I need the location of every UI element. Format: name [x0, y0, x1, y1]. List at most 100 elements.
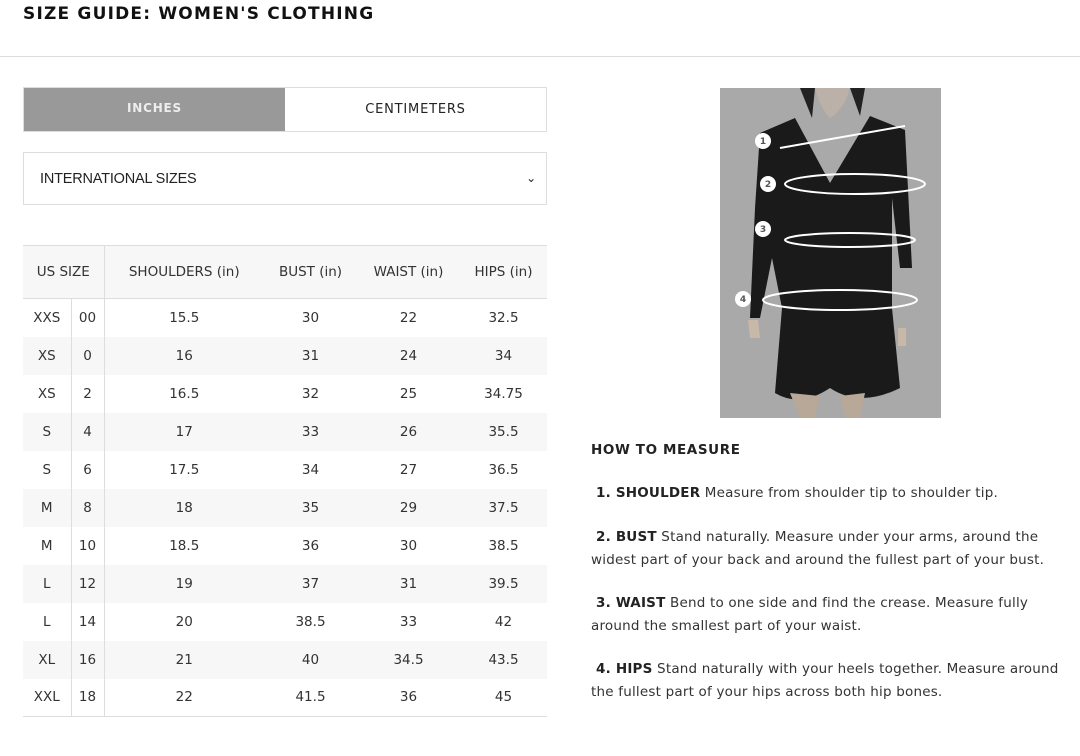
- cell-hips: 38.5: [488, 537, 519, 554]
- cell-shoulders: 18.5: [169, 537, 200, 554]
- cell-size-label: S: [23, 450, 72, 489]
- cell-bust: 31: [264, 336, 357, 375]
- cell-shoulders: 15.5: [169, 309, 200, 326]
- cell-bust: 38.5: [295, 613, 326, 630]
- cell-shoulders: 22: [104, 678, 264, 717]
- cell-shoulders: 17: [104, 412, 264, 451]
- cell-size-label: M: [23, 526, 72, 565]
- step-label: 1. SHOULDER: [596, 485, 701, 501]
- cell-hips: 43.5: [460, 640, 547, 679]
- cell-waist: 27: [399, 461, 418, 478]
- cell-bust: 32: [301, 385, 320, 402]
- cell-size-label: M: [23, 488, 72, 527]
- header-shoulders: SHOULDERS (in): [104, 245, 264, 299]
- header-us-size: US SIZE: [23, 245, 105, 299]
- cell-waist: 26: [357, 412, 460, 451]
- size-system-value: INTERNATIONAL SIZES: [40, 170, 197, 187]
- cell-hips: 34.75: [484, 385, 523, 402]
- cell-waist: 30: [399, 537, 418, 554]
- table-row: L 12 19 37 31 39.5: [23, 564, 547, 603]
- cell-us-size: 14: [71, 602, 105, 641]
- marker-2: 2: [765, 180, 771, 190]
- cell-waist: 36: [357, 678, 460, 717]
- cell-hips: 42: [494, 613, 513, 630]
- table-row: XS 2 16.5 32 25 34.75: [23, 374, 547, 413]
- unit-tabs: INCHES CENTIMETERS: [23, 87, 547, 132]
- step-text: Stand naturally. Measure under your arms…: [591, 529, 1045, 568]
- step-text: Measure from shoulder tip to shoulder ti…: [700, 485, 998, 501]
- cell-size-label: XL: [23, 640, 72, 679]
- cell-hips: 35.5: [460, 412, 547, 451]
- marker-4: 4: [740, 295, 746, 305]
- chevron-down-icon: ⌄: [526, 171, 536, 185]
- table-header-row: US SIZE SHOULDERS (in) BUST (in) WAIST (…: [23, 245, 547, 299]
- cell-bust: 36: [301, 537, 320, 554]
- header-bust: BUST (in): [264, 245, 357, 299]
- cell-shoulders: 21: [104, 640, 264, 679]
- cell-us-size: 8: [71, 488, 105, 527]
- cell-size-label: L: [23, 564, 72, 603]
- size-system-select[interactable]: INTERNATIONAL SIZES ⌄: [23, 152, 547, 205]
- measurement-photo: 1 2 3 4: [720, 88, 941, 418]
- size-table: US SIZE SHOULDERS (in) BUST (in) WAIST (…: [23, 245, 547, 717]
- cell-bust: 37: [264, 564, 357, 603]
- cell-size-label: S: [23, 412, 72, 451]
- step-bust: 2. BUST Stand naturally. Measure under y…: [591, 526, 1071, 572]
- cell-size-label: L: [23, 602, 72, 641]
- cell-hips: 39.5: [460, 564, 547, 603]
- cell-size-label: XS: [23, 336, 72, 375]
- cell-size-label: XS: [23, 374, 72, 413]
- step-label: 2. BUST: [596, 529, 657, 545]
- cell-bust: 35: [264, 488, 357, 527]
- table-row: S 6 17.5 34 27 36.5: [23, 450, 547, 489]
- divider: [0, 56, 1080, 57]
- table-row: XL 16 21 40 34.5 43.5: [23, 640, 547, 679]
- marker-1: 1: [760, 137, 766, 147]
- cell-hips: 45: [460, 678, 547, 717]
- cell-us-size: 18: [71, 678, 105, 717]
- cell-us-size: 6: [71, 450, 105, 489]
- table-row: XXL 18 22 41.5 36 45: [23, 678, 547, 717]
- table-row: L 14 20 38.5 33 42: [23, 602, 547, 641]
- table-row: M 8 18 35 29 37.5: [23, 488, 547, 527]
- step-label: 3. WAIST: [596, 595, 666, 611]
- cell-hips: 34: [460, 336, 547, 375]
- cell-hips: 36.5: [488, 461, 519, 478]
- step-waist: 3. WAIST Bend to one side and find the c…: [591, 592, 1071, 638]
- step-shoulder: 1. SHOULDER Measure from shoulder tip to…: [591, 482, 1071, 505]
- cell-us-size: 00: [71, 298, 105, 337]
- marker-3: 3: [760, 225, 766, 235]
- table-row: XS 0 16 31 24 34: [23, 336, 547, 375]
- table-row: M 10 18.5 36 30 38.5: [23, 526, 547, 565]
- table-row: S 4 17 33 26 35.5: [23, 412, 547, 451]
- header-hips: HIPS (in): [460, 245, 547, 299]
- cell-waist: 29: [357, 488, 460, 527]
- cell-waist: 34.5: [357, 640, 460, 679]
- cell-us-size: 12: [71, 564, 105, 603]
- step-label: 4. HIPS: [596, 661, 653, 677]
- how-to-measure-title: HOW TO MEASURE: [591, 442, 741, 458]
- step-hips: 4. HIPS Stand naturally with your heels …: [591, 658, 1071, 704]
- cell-size-label: XXL: [23, 678, 72, 717]
- cell-shoulders: 16: [104, 336, 264, 375]
- cell-shoulders: 20: [175, 613, 193, 630]
- cell-bust: 40: [264, 640, 357, 679]
- tab-centimeters[interactable]: CENTIMETERS: [365, 102, 466, 117]
- cell-waist: 24: [357, 336, 460, 375]
- cell-us-size: 16: [71, 640, 105, 679]
- cell-bust: 34: [301, 461, 320, 478]
- cell-waist: 31: [357, 564, 460, 603]
- cell-shoulders: 18: [104, 488, 264, 527]
- cell-waist: 25: [399, 385, 418, 402]
- cell-waist: 33: [399, 613, 418, 630]
- cell-bust: 41.5: [264, 678, 357, 717]
- cell-us-size: 4: [71, 412, 105, 451]
- step-text: Stand naturally with your heels together…: [591, 661, 1059, 700]
- cell-shoulders: 17.5: [169, 461, 200, 478]
- cell-us-size: 10: [71, 526, 105, 565]
- page-title: SIZE GUIDE: WOMEN'S CLOTHING: [23, 4, 375, 24]
- table-row: XXS 00 15.5 30 22 32.5: [23, 298, 547, 337]
- tab-inches[interactable]: INCHES: [24, 88, 285, 131]
- cell-hips: 37.5: [460, 488, 547, 527]
- step-text: Bend to one side and find the crease. Me…: [591, 595, 1029, 634]
